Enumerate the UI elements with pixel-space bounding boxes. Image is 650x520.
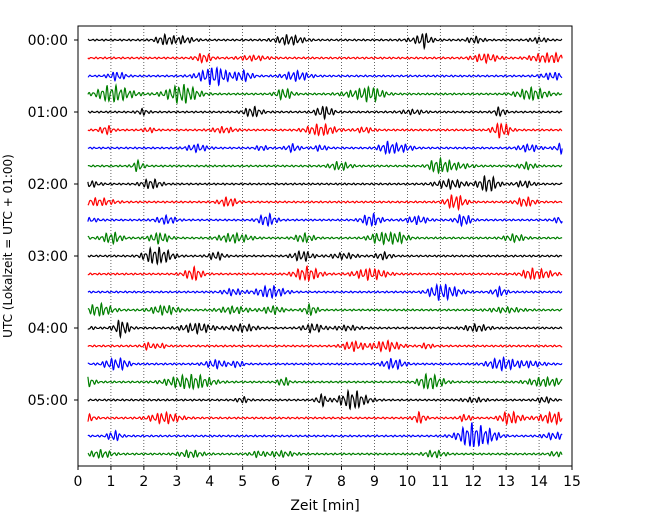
- x-tick-label: 4: [205, 474, 214, 490]
- trace-line: [87, 449, 563, 460]
- y-tick-label: 03:00: [28, 249, 68, 265]
- trace-line: [87, 83, 563, 105]
- trace-line: [87, 410, 563, 426]
- trace-line: [87, 264, 563, 283]
- x-tick-label: 13: [497, 474, 515, 490]
- x-tick-label: 5: [238, 474, 247, 490]
- x-tick-label: 1: [106, 474, 115, 490]
- x-tick-label: 15: [563, 474, 581, 490]
- trace-line: [87, 194, 563, 212]
- trace-line: [87, 339, 563, 353]
- x-tick-label: 7: [304, 474, 313, 490]
- trace-line: [87, 422, 563, 448]
- trace-line: [87, 51, 563, 65]
- x-axis: 0 1 2 3 4 5 6 7 8 9 10 11 12 13 14 15: [74, 466, 581, 490]
- y-axis: 00:00 01:00 02:00 03:00 04:00 05:00: [28, 33, 78, 409]
- trace-line: [87, 246, 563, 266]
- plot-frame: [77, 25, 573, 467]
- x-tick-label: 14: [530, 474, 548, 490]
- trace-line: [87, 32, 563, 51]
- trace-line: [87, 212, 563, 228]
- y-tick-label: 00:00: [28, 33, 68, 49]
- trace-line: [87, 156, 563, 175]
- trace-line: [87, 231, 563, 246]
- trace-line: [87, 319, 563, 340]
- x-axis-label: Zeit [min]: [290, 498, 359, 514]
- trace-line: [87, 105, 563, 121]
- y-tick-label: 05:00: [28, 393, 68, 409]
- x-tick-label: 3: [172, 474, 181, 490]
- x-tick-label: 2: [139, 474, 148, 490]
- x-tick-label: 9: [370, 474, 379, 490]
- y-tick-label: 04:00: [28, 321, 68, 337]
- trace-line: [87, 388, 563, 411]
- trace-line: [87, 140, 563, 156]
- x-tick-label: 10: [398, 474, 416, 490]
- trace-line: [87, 66, 563, 87]
- x-tick-label: 6: [271, 474, 280, 490]
- trace-line: [87, 282, 563, 302]
- trace-line: [87, 372, 563, 391]
- trace-line: [87, 122, 563, 139]
- y-tick-label: 01:00: [28, 105, 68, 121]
- trace-line: [87, 356, 563, 372]
- traces-layer: [87, 32, 563, 460]
- x-tick-label: 0: [74, 474, 83, 490]
- x-tick-label: 12: [464, 474, 482, 490]
- trace-line: [87, 301, 563, 317]
- x-tick-label: 11: [431, 474, 449, 490]
- trace-line: [87, 174, 563, 193]
- x-tick-label: 8: [337, 474, 346, 490]
- y-axis-label: UTC (Lokalzeit = UTC + 01:00): [1, 154, 15, 338]
- y-tick-label: 02:00: [28, 177, 68, 193]
